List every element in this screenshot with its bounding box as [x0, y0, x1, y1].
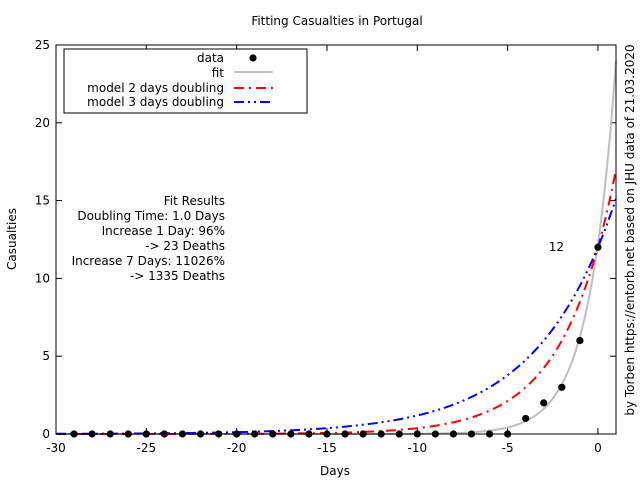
- last-value-label: 12: [549, 240, 564, 254]
- y-tick-label: 5: [42, 349, 50, 363]
- x-tick-label: -30: [46, 441, 66, 455]
- x-tick-label: -20: [227, 441, 247, 455]
- y-tick-label: 20: [35, 116, 50, 130]
- data-point: [522, 414, 530, 423]
- fit-results-doubling-time: Doubling Time: 1.0 Days: [77, 209, 225, 223]
- x-tick-label: -15: [317, 441, 337, 455]
- y-tick-label: 25: [35, 38, 50, 52]
- data-point: [576, 337, 584, 345]
- y-tick-label: 0: [42, 427, 50, 441]
- y-tick-label: 15: [35, 194, 50, 208]
- x-tick-label: -10: [407, 441, 427, 455]
- fit-results-title: Fit Results: [164, 194, 225, 208]
- legend-marker-data: [249, 54, 257, 62]
- legend: data fit model 2 days doubling model 3 d…: [63, 48, 308, 114]
- series-line-fit: [56, 60, 617, 435]
- x-tick-label: -25: [137, 441, 157, 455]
- legend-label-fit: fit: [212, 66, 225, 80]
- fit-results-increase-1-day: Increase 1 Day: 96%: [102, 224, 225, 238]
- legend-label-data: data: [197, 51, 224, 65]
- y-axis-label: Casualties: [5, 208, 19, 270]
- x-axis-label: Days: [320, 464, 350, 478]
- legend-label-model-3-days: model 3 days doubling: [87, 95, 224, 109]
- fit-results: Fit Results Doubling Time: 1.0 Days Incr…: [72, 194, 225, 283]
- data-point: [594, 243, 602, 251]
- fit-results-deaths-1-day: -> 23 Deaths: [145, 239, 225, 253]
- data-point: [540, 399, 548, 407]
- plot-area: [55, 60, 617, 438]
- fit-results-deaths-7-days: -> 1335 Deaths: [130, 269, 225, 283]
- legend-label-model-2-days: model 2 days doubling: [87, 81, 224, 95]
- plot-frame: [55, 44, 617, 435]
- chart-title: Fitting Casualties in Portugal: [251, 14, 422, 28]
- fit-results-increase-7-days: Increase 7 Days: 11026%: [72, 254, 225, 268]
- data-point: [558, 383, 566, 391]
- axis-ticks: -30 -25 -20 -15 -10 -5 0 0 5 10 15 20 25: [35, 38, 616, 455]
- credit-text: by Torben https://entorb.net based on JH…: [623, 44, 637, 415]
- x-tick-label: 0: [594, 441, 602, 455]
- y-tick-label: 10: [35, 271, 50, 285]
- x-tick-label: -5: [502, 441, 514, 455]
